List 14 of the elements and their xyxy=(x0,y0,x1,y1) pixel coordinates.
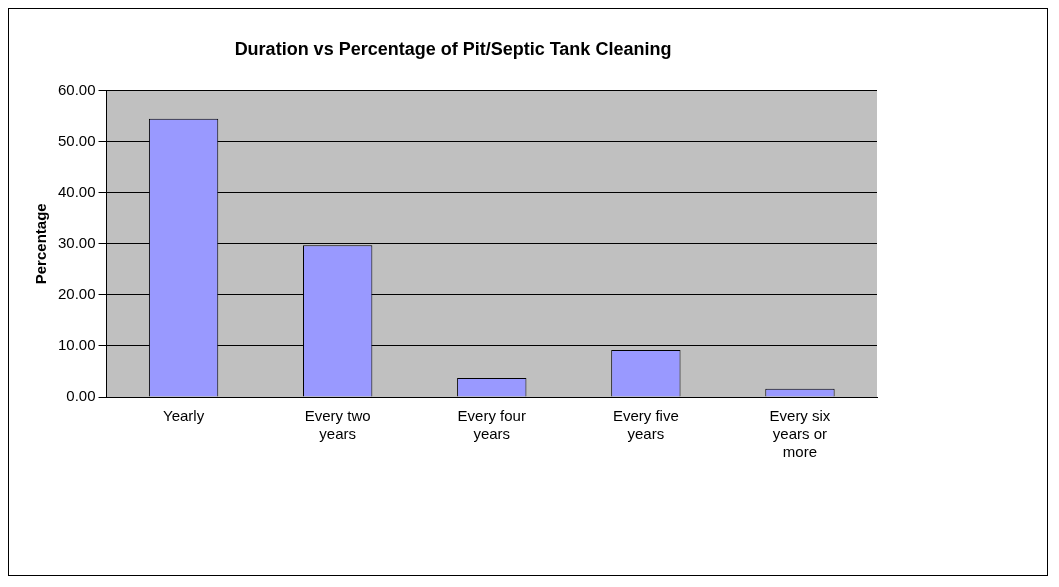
chart-title: Duration vs Percentage of Pit/Septic Tank Cleaning xyxy=(234,38,672,59)
y-tick-label: 60.00 xyxy=(57,80,96,98)
x-tick-label: Every five years xyxy=(612,407,679,443)
x-tick-label: Every two years xyxy=(304,407,371,443)
y-tick-label: 20.00 xyxy=(57,285,96,303)
y-tick-label: 10.00 xyxy=(57,336,96,354)
x-tick-label: Every six years or more xyxy=(769,407,831,461)
x-tick-label: Every four years xyxy=(457,407,526,443)
y-tick-label: 50.00 xyxy=(57,131,96,149)
y-tick-label: 40.00 xyxy=(57,182,96,200)
x-tick-label: Yearly xyxy=(163,407,205,425)
y-axis-title: Percentage xyxy=(32,203,50,285)
y-tick-label: 0.00 xyxy=(66,387,96,405)
y-tick-label: 30.00 xyxy=(57,233,96,251)
